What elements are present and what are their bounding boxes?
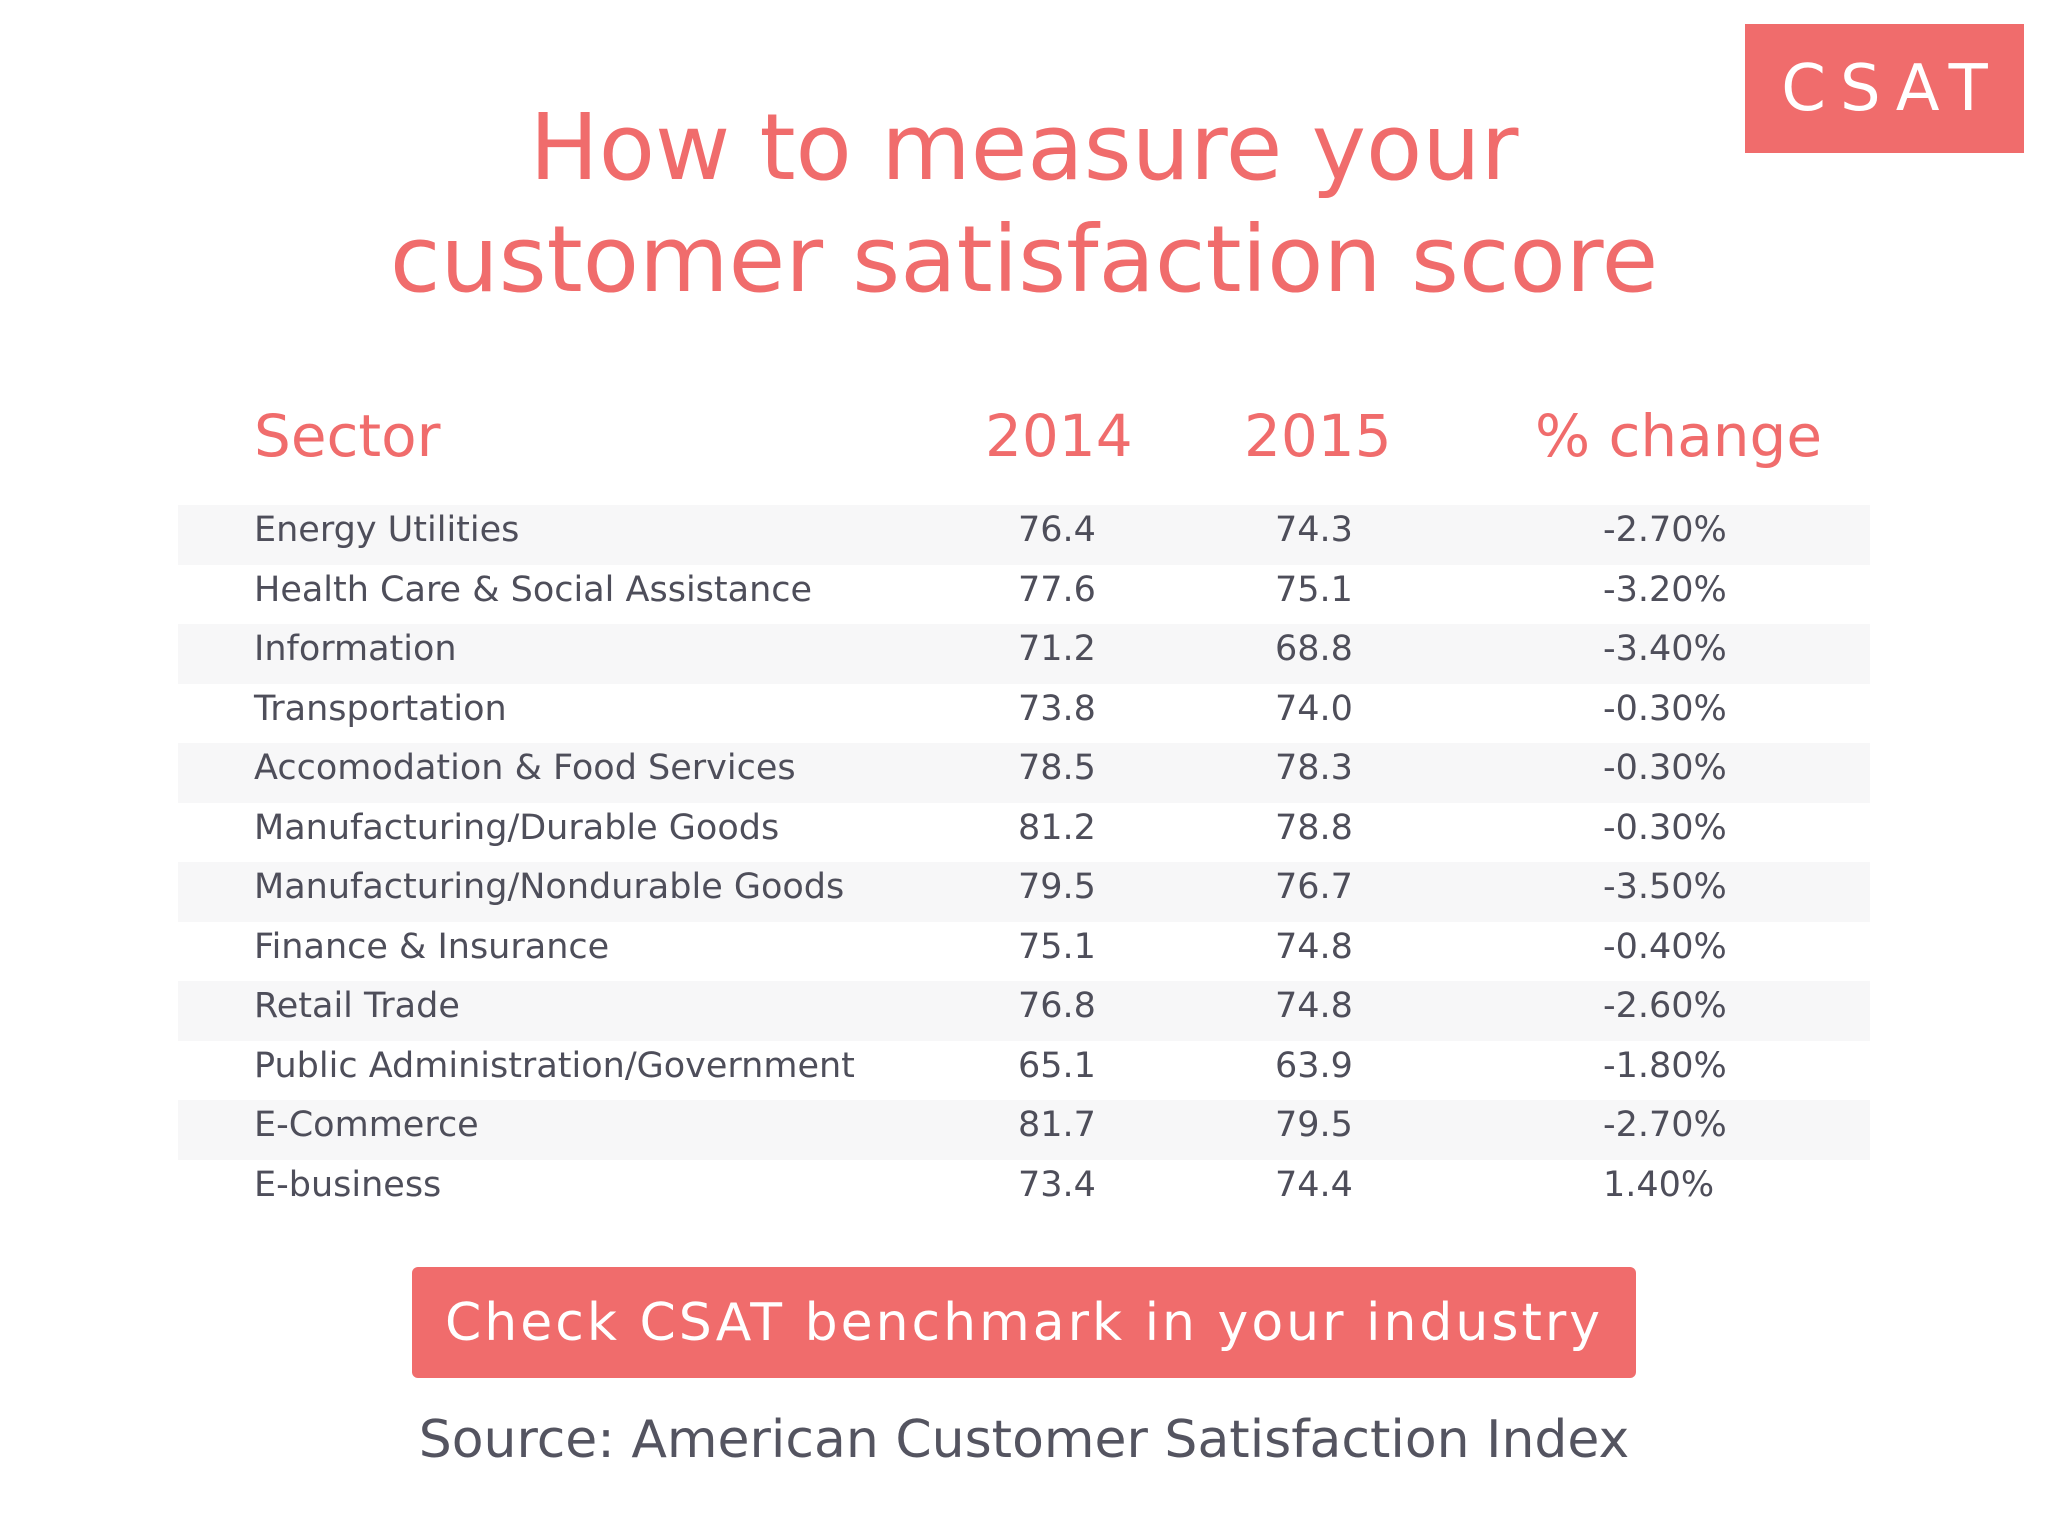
table-row: E-business 73.4 74.4 1.40% <box>178 1160 1870 1220</box>
cell-2015: 78.8 <box>1275 807 1353 848</box>
cell-pct-change: -2.70% <box>1603 510 1727 550</box>
table-row: Retail Trade 76.8 74.8 -2.60% <box>178 981 1870 1041</box>
cell-pct-change: -3.20% <box>1603 569 1727 610</box>
check-benchmark-button[interactable]: Check CSAT benchmark in your industry <box>412 1267 1636 1378</box>
cell-2014: 79.5 <box>1018 867 1096 907</box>
table-row: Transportation 73.8 74.0 -0.30% <box>178 684 1870 744</box>
cell-2015: 68.8 <box>1275 629 1353 669</box>
cell-2014: 75.1 <box>1018 926 1096 967</box>
cell-2014: 77.6 <box>1018 569 1096 610</box>
header-2015: 2015 <box>1244 402 1392 470</box>
cell-2014: 81.7 <box>1018 1105 1096 1145</box>
cell-pct-change: -2.60% <box>1603 986 1727 1026</box>
cell-pct-change: 1.40% <box>1603 1164 1715 1205</box>
cell-pct-change: -2.70% <box>1603 1105 1727 1145</box>
header-sector: Sector <box>254 402 441 470</box>
table-row: Manufacturing/Nondurable Goods 79.5 76.7 -3… <box>178 862 1870 922</box>
table-row: Accomodation & Food Services 78.5 78.3 -0.3… <box>178 743 1870 803</box>
cell-2015: 76.7 <box>1275 867 1353 907</box>
cell-2014: 71.2 <box>1018 629 1096 669</box>
cell-pct-change: -3.50% <box>1603 867 1727 907</box>
title-line-2: customer satisfaction score <box>389 206 1659 313</box>
table-row: Energy Utilities 76.4 74.3 -2.70% <box>178 505 1870 565</box>
header-pct-change: % change <box>1535 402 1822 470</box>
cell-2015: 74.8 <box>1275 926 1353 967</box>
page-title: How to measure your customer satisfactio… <box>0 92 2048 316</box>
cell-2015: 74.0 <box>1275 688 1353 729</box>
csat-badge: CSAT <box>1745 24 2024 153</box>
cell-2014: 65.1 <box>1018 1045 1096 1086</box>
cell-sector: Manufacturing/Durable Goods <box>254 807 780 848</box>
cell-2014: 73.4 <box>1018 1164 1096 1205</box>
cell-sector: Information <box>254 629 457 669</box>
cell-2014: 81.2 <box>1018 807 1096 848</box>
cell-sector: Manufacturing/Nondurable Goods <box>254 867 845 907</box>
cell-sector: E-Commerce <box>254 1105 479 1145</box>
cell-pct-change: -0.30% <box>1603 807 1727 848</box>
cell-sector: Public Administration/Government <box>254 1045 855 1086</box>
cell-2015: 79.5 <box>1275 1105 1353 1145</box>
cell-sector: Transportation <box>254 688 507 729</box>
table-row: Public Administration/Government 65.1 63.9… <box>178 1041 1870 1101</box>
cell-pct-change: -0.30% <box>1603 688 1727 729</box>
cell-2015: 74.8 <box>1275 986 1353 1026</box>
cell-sector: Finance & Insurance <box>254 926 610 967</box>
cell-2015: 74.3 <box>1275 510 1353 550</box>
table-row: Finance & Insurance 75.1 74.8 -0.40% <box>178 922 1870 982</box>
cell-pct-change: -1.80% <box>1603 1045 1727 1086</box>
csat-table: Energy Utilities 76.4 74.3 -2.70% Health Car… <box>178 505 1870 1219</box>
cell-sector: Retail Trade <box>254 986 460 1026</box>
source-note: Source: American Customer Satisfaction I… <box>418 1410 1630 1470</box>
cell-2015: 74.4 <box>1275 1164 1353 1205</box>
title-line-1: How to measure your <box>529 94 1519 201</box>
cell-2014: 76.4 <box>1018 510 1096 550</box>
cell-2014: 76.8 <box>1018 986 1096 1026</box>
cell-2015: 75.1 <box>1275 569 1353 610</box>
table-row: Manufacturing/Durable Goods 81.2 78.8 -0.30… <box>178 803 1870 863</box>
header-2014: 2014 <box>985 402 1133 470</box>
table-row: E-Commerce 81.7 79.5 -2.70% <box>178 1100 1870 1160</box>
cell-pct-change: -3.40% <box>1603 629 1727 669</box>
table-header: Sector 2014 2015 % change <box>0 402 2048 482</box>
cell-pct-change: -0.30% <box>1603 748 1727 788</box>
cell-2014: 78.5 <box>1018 748 1096 788</box>
cell-sector: Energy Utilities <box>254 510 520 550</box>
cell-sector: Accomodation & Food Services <box>254 748 796 788</box>
cell-2015: 63.9 <box>1275 1045 1353 1086</box>
cell-2014: 73.8 <box>1018 688 1096 729</box>
cell-2015: 78.3 <box>1275 748 1353 788</box>
cell-sector: Health Care & Social Assistance <box>254 569 813 610</box>
table-row: Health Care & Social Assistance 77.6 75.1 -… <box>178 565 1870 625</box>
cell-pct-change: -0.40% <box>1603 926 1727 967</box>
table-row: Information 71.2 68.8 -3.40% <box>178 624 1870 684</box>
cell-sector: E-business <box>254 1164 442 1205</box>
